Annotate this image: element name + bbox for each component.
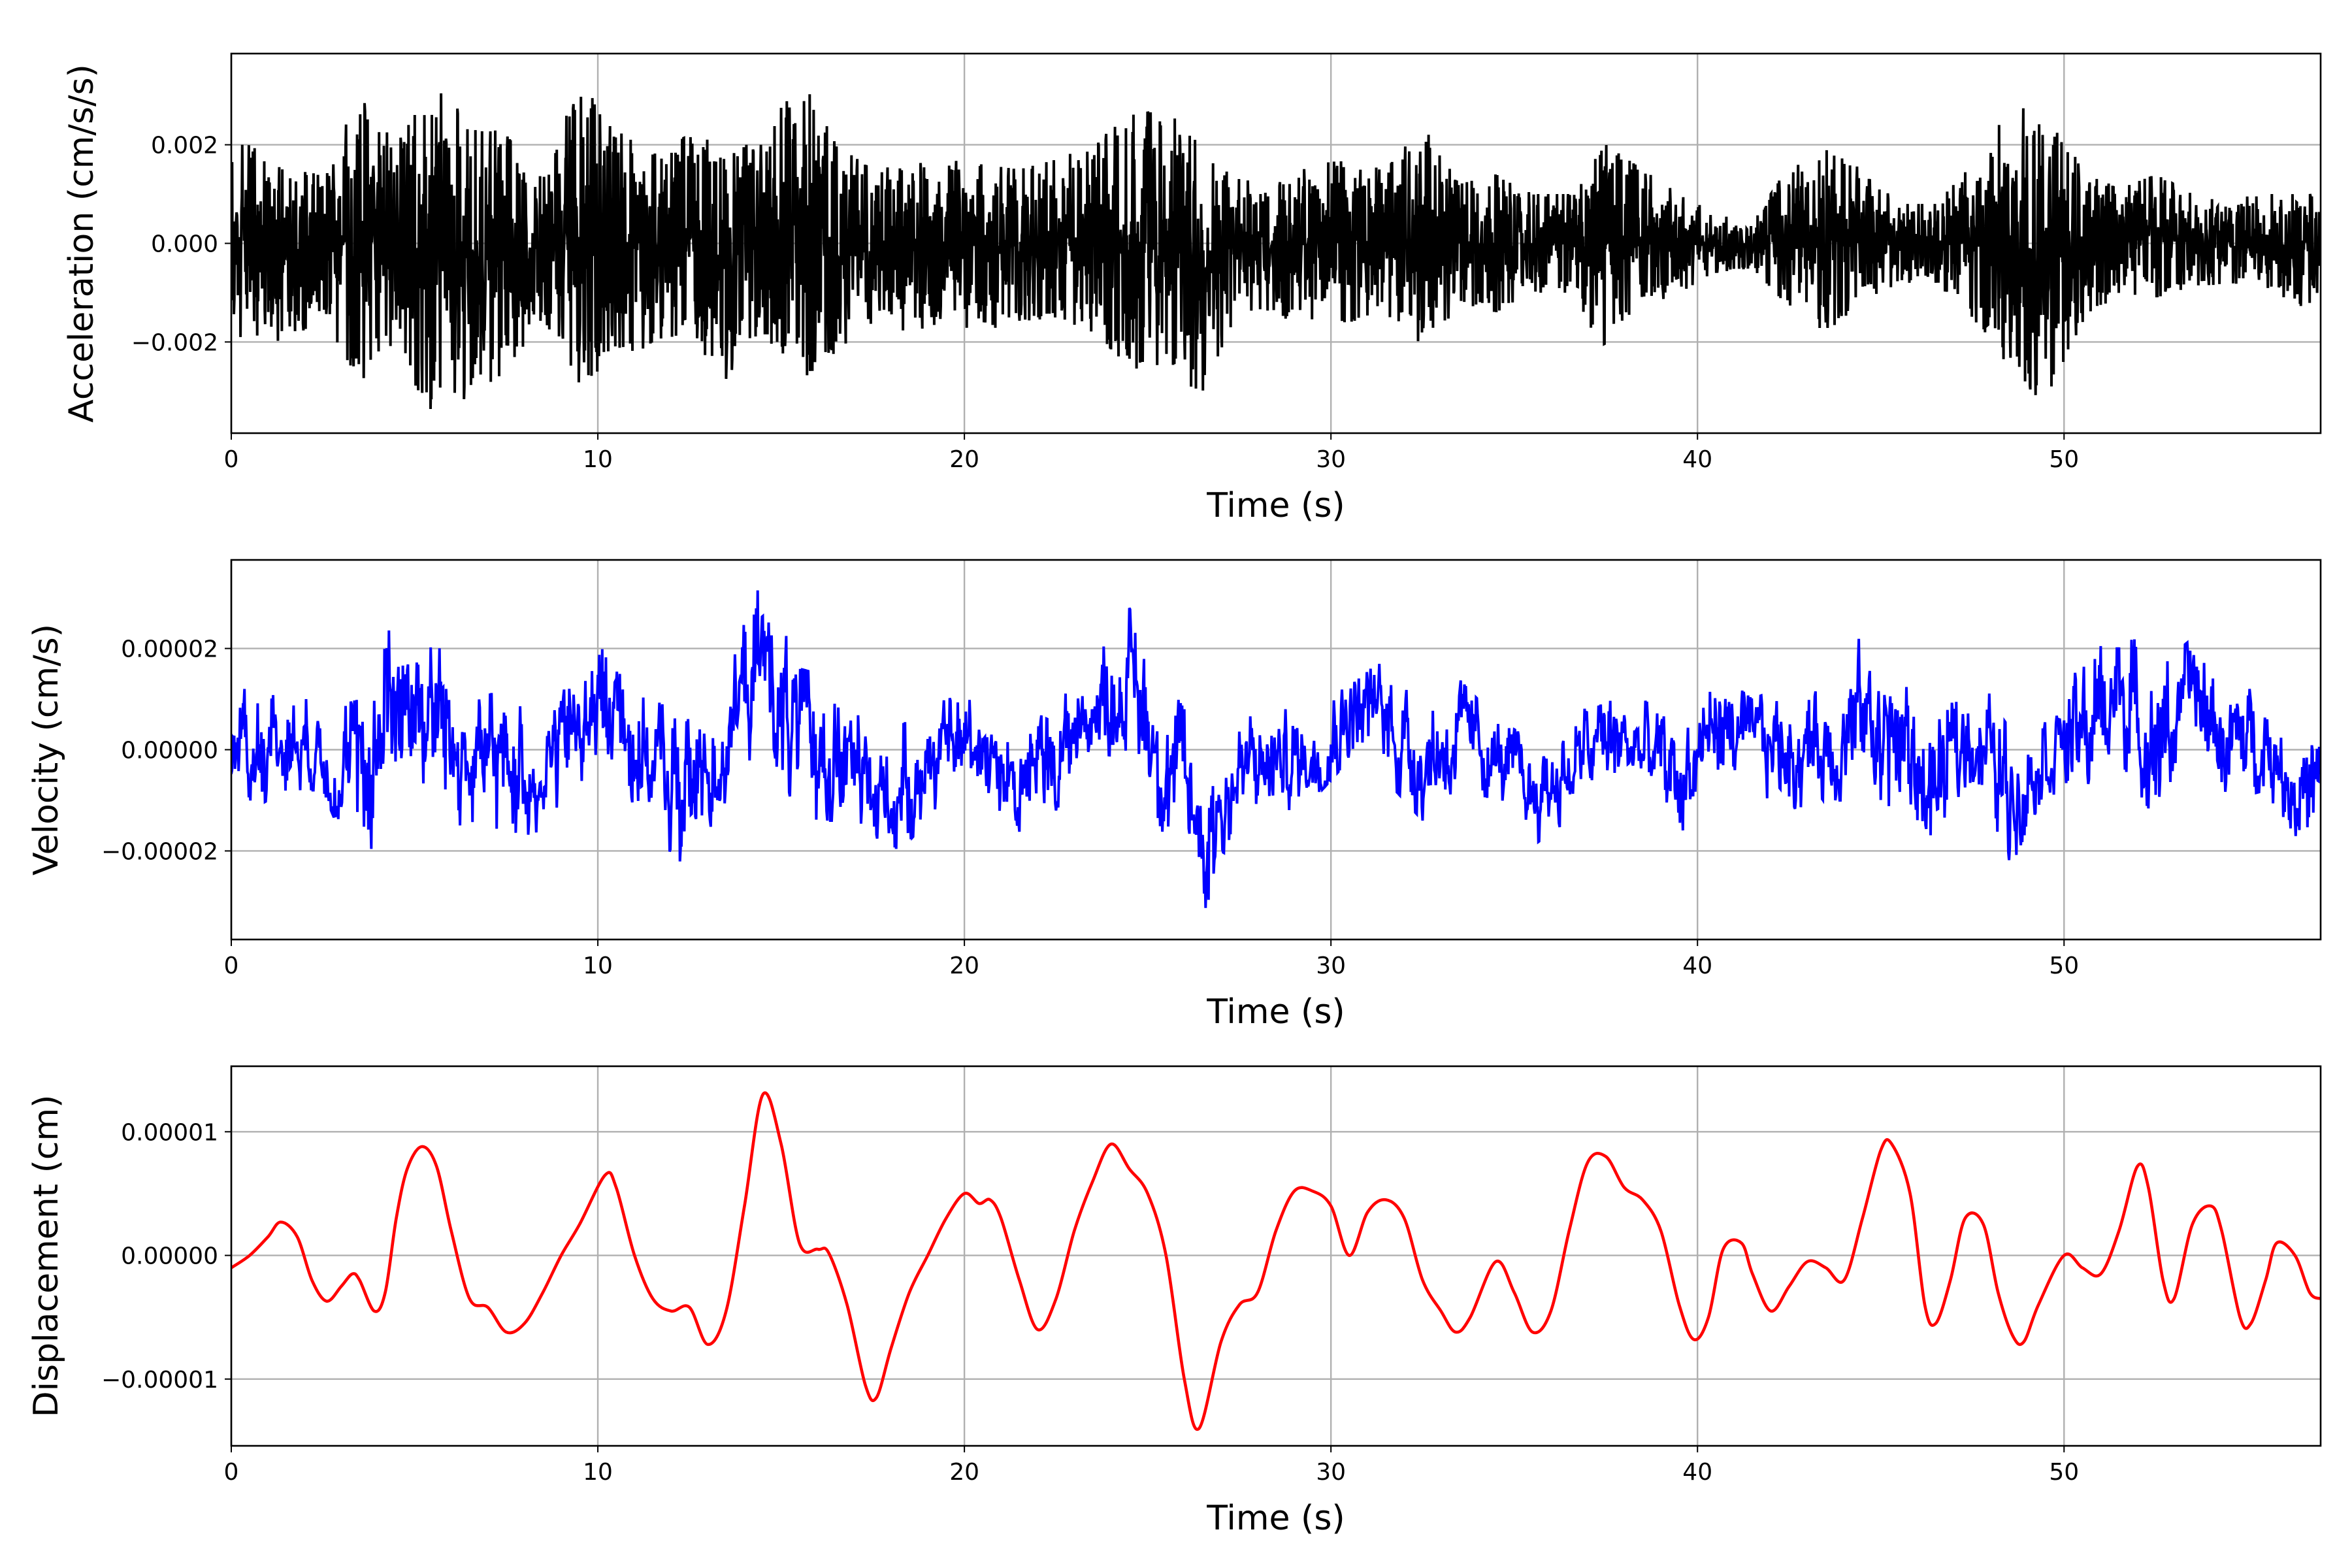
x-tick-label: 30 [1316,446,1346,473]
x-tick-label: 10 [583,953,613,979]
x-tick-label: 30 [1316,953,1346,979]
x-tick-label: 10 [583,1459,613,1486]
x-tick-label: 20 [949,1459,979,1486]
x-tick-label: 50 [2049,953,2079,979]
x-tick-label: 50 [2049,1459,2079,1486]
x-tick-label: 20 [949,953,979,979]
x-tick-label: 40 [1682,1459,1712,1486]
y-tick-label: −0.00001 [101,1367,218,1394]
axes-frame [230,52,2322,434]
y-axis-label: Displacement (cm) [27,1095,66,1418]
displacement-line [231,1091,2321,1431]
x-tick-label: 10 [583,446,613,473]
y-tick-label: 0.00001 [121,1119,218,1146]
y-tick-label: 0.00002 [121,636,218,663]
axes-frame [230,1065,2322,1447]
y-tick-label: 0.00000 [121,1243,218,1270]
velocity-axes: 0 10 20 30 40 50 −0.00002 0.00000 0.00002 Time (s… [27,559,2322,1032]
y-tick-label: 0.000 [151,231,218,258]
y-tick-label: −0.002 [131,329,218,356]
x-tick-label: 30 [1316,1459,1346,1486]
acceleration-axes: 0 10 20 30 40 50 −0.002 0.000 0.002 Time (s) Accel… [62,52,2322,525]
x-axis-label: Time (s) [1206,1499,1345,1538]
acceleration-line [231,93,2321,410]
x-tick-label: 0 [224,446,239,473]
x-tick-label: 0 [224,953,239,979]
displacement-axes: 0 10 20 30 40 50 −0.00001 0.00000 0.00001 Time (s… [27,1065,2322,1538]
x-tick-label: 40 [1682,953,1712,979]
y-axis-label: Velocity (cm/s) [27,624,66,875]
x-tick-label: 50 [2049,446,2079,473]
x-tick-label: 20 [949,446,979,473]
x-axis-label: Time (s) [1206,992,1345,1032]
x-tick-label: 40 [1682,446,1712,473]
y-axis-label: Acceleration (cm/s/s) [62,64,101,423]
y-tick-label: 0.00000 [121,738,218,764]
velocity-line [231,590,2321,908]
y-tick-label: 0.002 [151,133,218,159]
axes-frame [230,559,2322,941]
x-tick-label: 0 [224,1459,239,1486]
x-axis-label: Time (s) [1206,486,1345,525]
y-tick-label: −0.00002 [101,838,218,865]
